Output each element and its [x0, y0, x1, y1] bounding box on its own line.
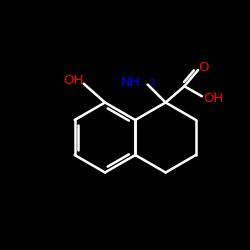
Text: NH: NH	[121, 76, 141, 88]
Text: OH: OH	[203, 92, 223, 105]
Text: O: O	[198, 61, 209, 74]
Text: OH: OH	[63, 74, 84, 87]
Text: 2: 2	[150, 79, 155, 88]
